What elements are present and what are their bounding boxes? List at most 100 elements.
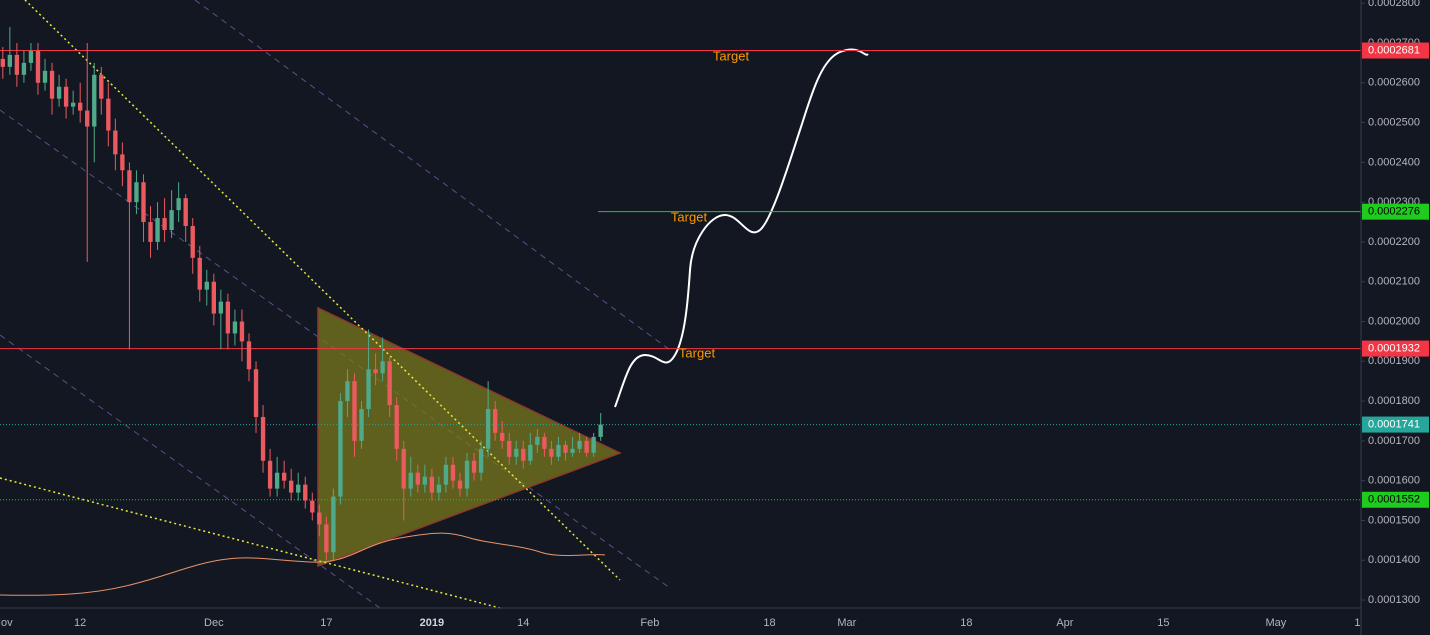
levels — [0, 50, 1361, 501]
candle-body — [267, 460, 273, 489]
candle-body — [7, 54, 13, 67]
price-badge-label: 0.0001932 — [1368, 342, 1420, 354]
candle-body — [155, 218, 160, 242]
candle-body — [35, 50, 41, 83]
candle-body — [331, 496, 336, 553]
price-badge — [1362, 203, 1429, 220]
candle-body — [148, 222, 153, 242]
candle-body — [359, 409, 364, 441]
candle-body — [563, 444, 568, 453]
x-tick-label: 17 — [320, 617, 332, 629]
candle-body — [429, 476, 435, 493]
y-tick-label: 0.0002000 — [1368, 315, 1420, 327]
y-tick-label: 0.0001400 — [1368, 554, 1420, 566]
candle-body — [253, 369, 259, 418]
triangle-pattern — [317, 306, 622, 568]
candle-body — [78, 102, 83, 111]
candle-body — [528, 444, 533, 461]
candle-body — [85, 110, 90, 127]
candle-body — [141, 182, 146, 223]
x-tick-label: 12 — [74, 617, 86, 629]
candle-body — [99, 74, 104, 99]
candle-body — [521, 448, 526, 461]
candle-body — [380, 361, 385, 374]
candle-body — [598, 424, 603, 437]
candle-body — [338, 401, 343, 497]
candle-body — [204, 281, 209, 290]
trend-line — [0, 477, 501, 609]
drawings — [0, 0, 869, 609]
y-tick-label: 0.0002100 — [1368, 276, 1420, 288]
y-tick-label: 0.0001700 — [1368, 435, 1420, 447]
candle-body — [408, 472, 413, 489]
candle-body — [106, 98, 111, 131]
y-tick-label: 0.0001500 — [1368, 514, 1420, 526]
annotation: Target — [679, 345, 716, 360]
candle-body — [197, 257, 202, 290]
y-tick-label: 0.0002500 — [1368, 116, 1420, 128]
y-tick-label: 0.0001800 — [1368, 395, 1420, 407]
x-tick-label: 18 — [960, 617, 972, 629]
candle-body — [471, 460, 477, 473]
candle-body — [478, 448, 484, 473]
candle-body — [162, 218, 167, 230]
candle-body — [577, 440, 582, 449]
y-tick-label: 0.0001600 — [1368, 475, 1420, 487]
candle-body — [310, 500, 315, 513]
candle-body — [28, 50, 34, 63]
candles — [0, 27, 603, 561]
candle-body — [591, 436, 596, 453]
x-tick-label: May — [1266, 617, 1287, 629]
price-badge-label: 0.0002276 — [1368, 206, 1420, 218]
annotation: Target — [671, 209, 708, 224]
candle-body — [387, 361, 392, 406]
candle-body — [176, 198, 181, 211]
moving-average — [0, 532, 606, 596]
candle-body — [535, 436, 540, 445]
candle-body — [232, 321, 238, 334]
candle-body — [56, 86, 62, 99]
x-tick-label: Nov — [0, 617, 13, 629]
candle-body — [190, 226, 195, 258]
candle-body — [281, 472, 287, 481]
candle-body — [218, 301, 224, 314]
candle-body — [373, 369, 378, 374]
price-badge — [1362, 340, 1429, 357]
candle-body — [366, 369, 371, 410]
candle-body — [274, 472, 280, 489]
price-badge — [1362, 42, 1429, 59]
candle-body — [345, 381, 350, 402]
candle-body — [324, 524, 329, 553]
y-tick-label: 0.0001300 — [1368, 594, 1420, 606]
candle-body — [570, 448, 575, 453]
candle-body — [289, 480, 294, 493]
candle-body — [464, 460, 470, 489]
candle-body — [120, 154, 125, 171]
candle-body — [225, 301, 231, 334]
candle-body — [134, 182, 139, 203]
candle-body — [457, 480, 463, 489]
candle-body — [492, 409, 498, 433]
candle-body — [63, 86, 69, 107]
projection-path — [614, 48, 869, 408]
candle-body — [485, 409, 491, 449]
price-badge-label: 0.0002681 — [1368, 44, 1420, 56]
price-badge-label: 0.0001552 — [1368, 494, 1420, 506]
x-tick-label: Feb — [640, 617, 659, 629]
candle-body — [542, 436, 547, 449]
candle-body — [584, 440, 589, 453]
candle-body — [183, 198, 188, 227]
x-tick-label: 14 — [517, 617, 529, 629]
candle-body — [500, 432, 505, 441]
candle-body — [436, 484, 442, 493]
candle-body — [443, 464, 449, 485]
candle-body — [317, 512, 322, 525]
candle-body — [401, 448, 406, 489]
candle-body — [507, 440, 512, 457]
candle-body — [0, 58, 5, 67]
annotation: Target — [713, 48, 750, 63]
candle-body — [113, 130, 118, 155]
